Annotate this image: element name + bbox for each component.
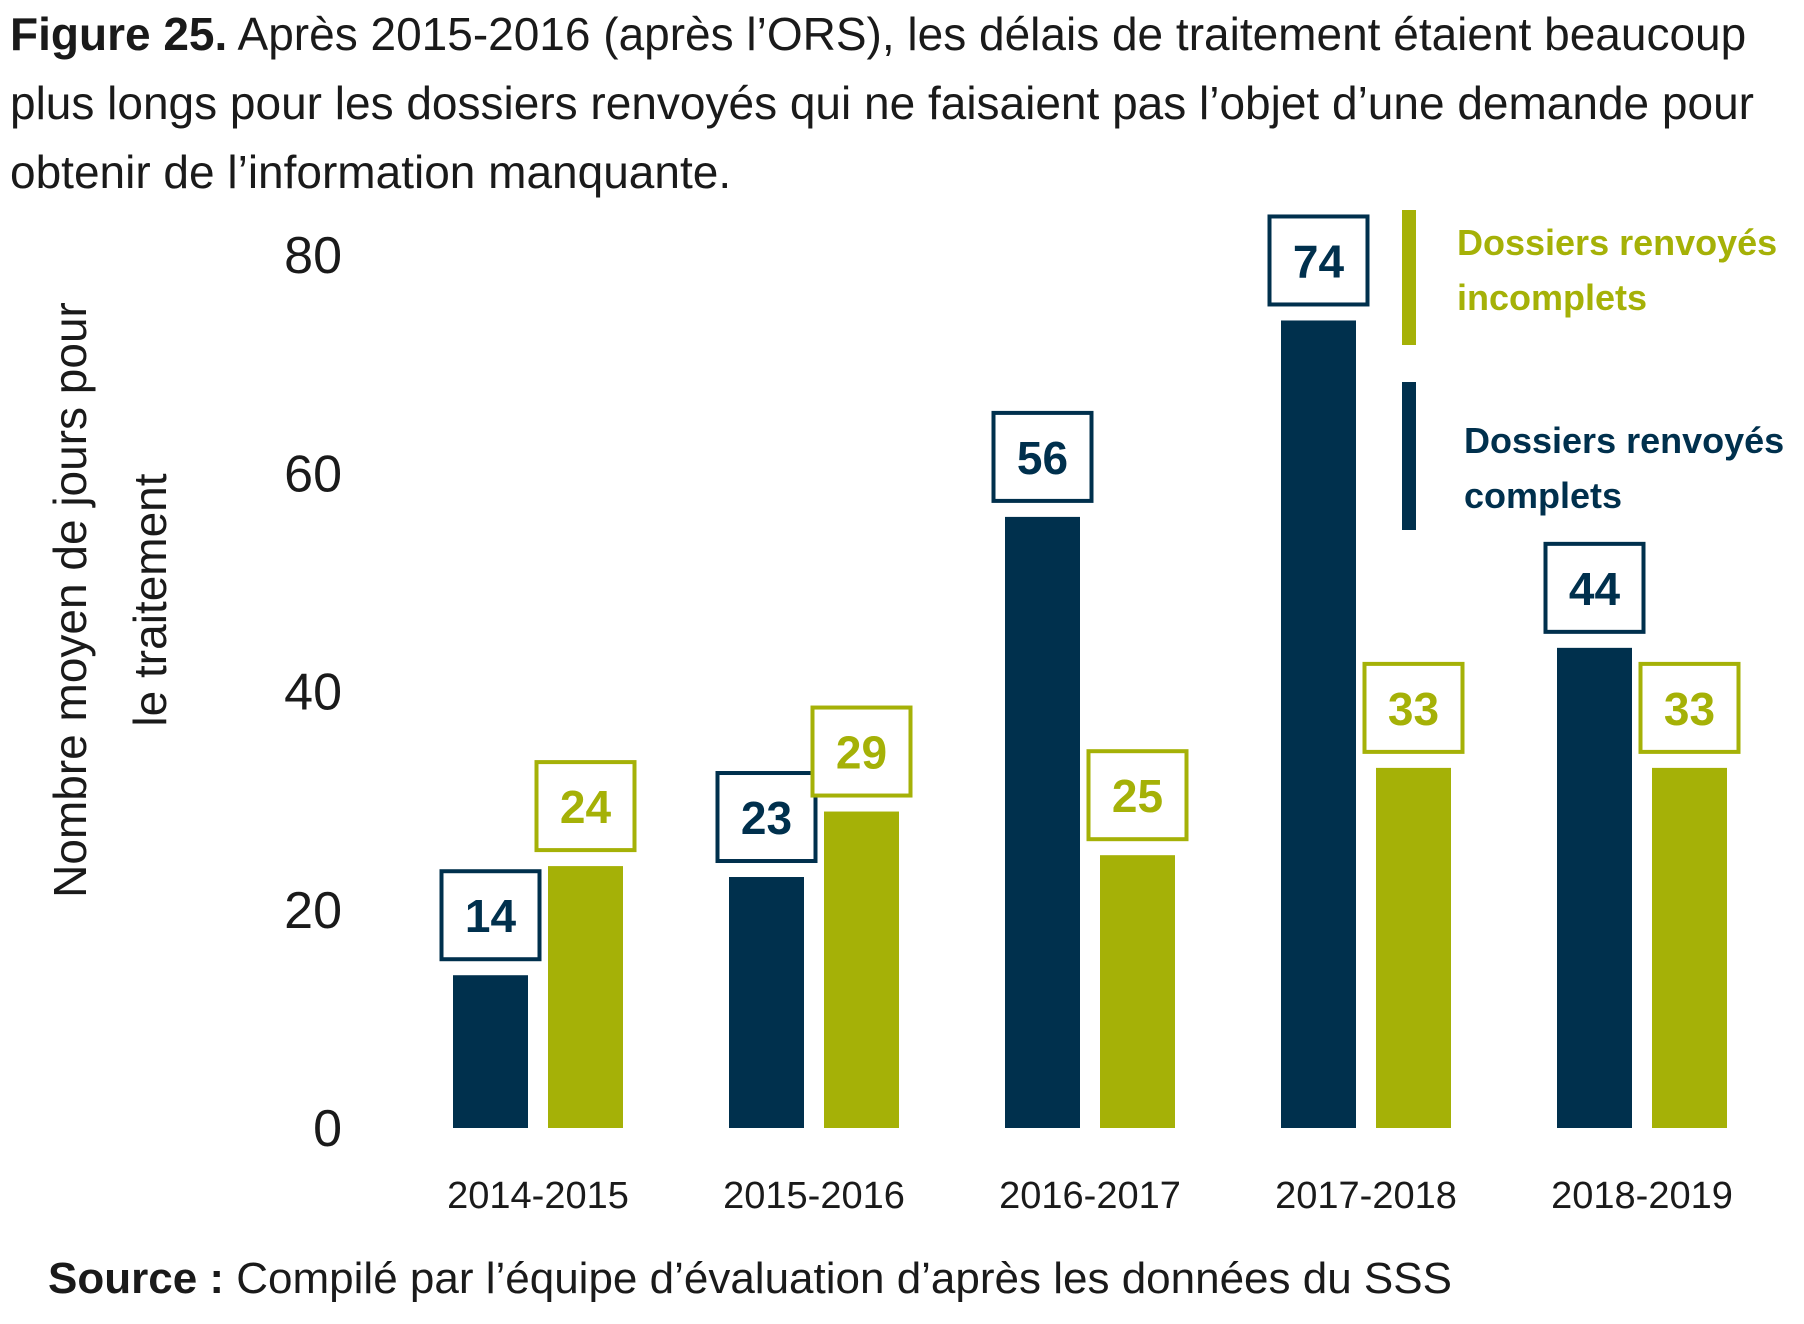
data-label-box — [1267, 214, 1370, 307]
y-tick-label: 0 — [313, 1100, 342, 1158]
data-label-box — [715, 771, 818, 864]
data-label: 33 — [1388, 683, 1439, 735]
chart-title: Figure 25. Après 2015-2016 (après l’ORS)… — [10, 0, 1800, 207]
data-label: 56 — [1017, 432, 1068, 484]
legend-label: incomplets — [1457, 277, 1647, 318]
bar-incomplete — [1376, 767, 1451, 1128]
y-tick-label: 20 — [284, 882, 342, 940]
bar-complete — [1005, 516, 1080, 1128]
figure-number: Figure 25. — [10, 8, 228, 60]
data-label: 33 — [1664, 683, 1715, 735]
legend-swatch — [1402, 210, 1416, 345]
data-label-box — [810, 705, 913, 798]
data-label: 14 — [465, 890, 517, 942]
data-label-box — [1543, 541, 1646, 634]
data-label-box — [534, 760, 637, 853]
legend-label: Dossiers renvoyés — [1464, 420, 1784, 461]
data-label-box — [991, 410, 1094, 503]
legend-swatch — [1402, 382, 1416, 530]
source-note: Source : Compilé par l’équipe d’évaluati… — [48, 1254, 1452, 1304]
data-label: 74 — [1293, 235, 1345, 287]
bar-complete — [453, 975, 528, 1128]
data-label-box — [1638, 661, 1741, 754]
bar-incomplete — [1100, 855, 1175, 1128]
bar-complete — [729, 877, 804, 1128]
y-tick-label: 80 — [284, 227, 342, 285]
legend-label: Dossiers renvoyés — [1457, 222, 1777, 263]
data-label-box — [439, 869, 542, 962]
bar-complete — [1281, 320, 1356, 1129]
source-text: Compilé par l’équipe d’évaluation d’aprè… — [236, 1254, 1452, 1303]
data-label: 23 — [741, 792, 792, 844]
data-label-box — [1362, 661, 1465, 754]
y-tick-label: 40 — [284, 664, 342, 722]
source-label: Source : — [48, 1254, 225, 1303]
y-tick-label: 60 — [284, 445, 342, 503]
x-tick-label: 2018-2019 — [1551, 1175, 1733, 1217]
data-label: 44 — [1569, 563, 1621, 615]
data-label: 25 — [1112, 770, 1163, 822]
data-label: 24 — [560, 781, 612, 833]
data-label: 29 — [836, 727, 887, 779]
x-tick-label: 2016-2017 — [999, 1175, 1181, 1217]
y-axis-label: Nombre moyen de jours pour — [44, 302, 96, 898]
bar-complete — [1557, 647, 1632, 1128]
figure-caption: Après 2015-2016 (après l’ORS), les délai… — [10, 8, 1754, 198]
x-tick-label: 2014-2015 — [447, 1175, 629, 1217]
data-label-box — [1086, 749, 1189, 842]
bar-incomplete — [1652, 767, 1727, 1128]
y-axis-label: le traitement — [124, 473, 176, 726]
bar-incomplete — [824, 811, 899, 1128]
bar-incomplete — [548, 866, 623, 1128]
x-tick-label: 2017-2018 — [1275, 1175, 1457, 1217]
legend-label: complets — [1464, 475, 1622, 516]
x-tick-label: 2015-2016 — [723, 1175, 905, 1217]
